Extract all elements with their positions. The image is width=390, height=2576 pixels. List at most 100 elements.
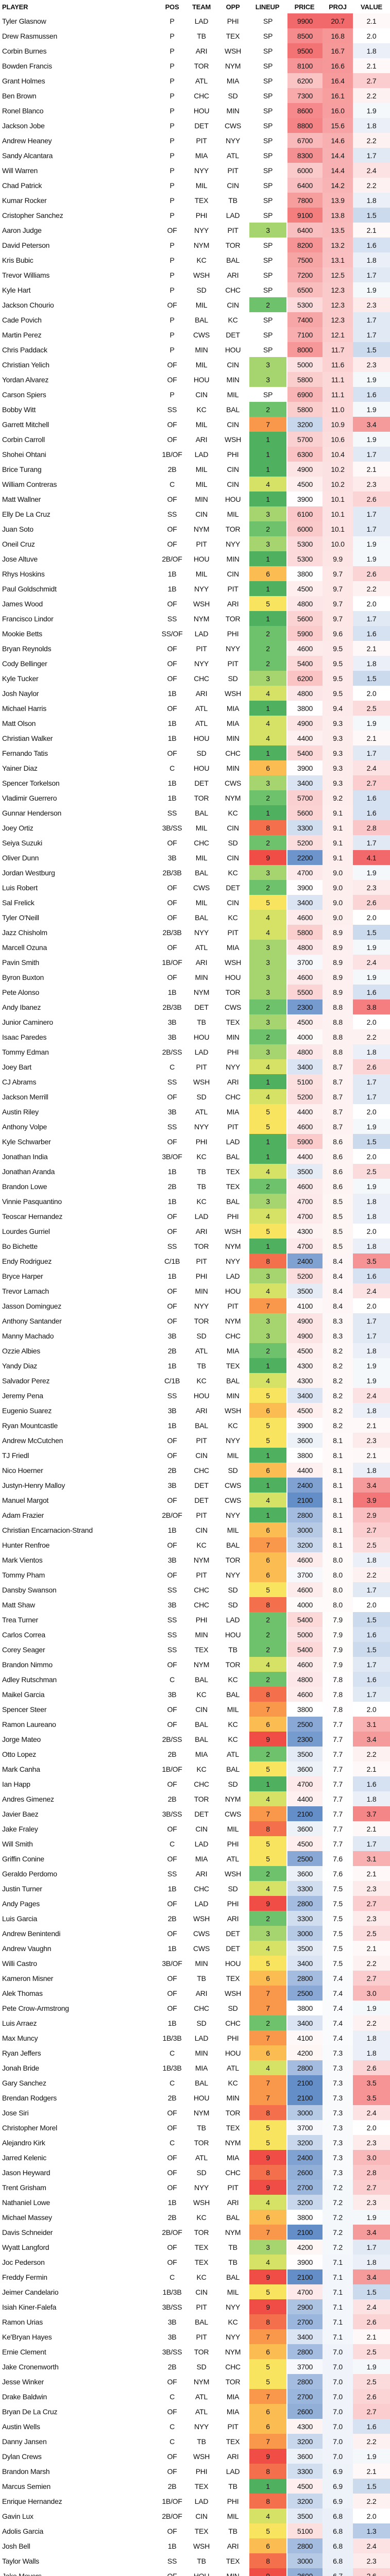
- table-row[interactable]: Pete Crow-Armstrong OF CHC SD 7 3800 7.4 1.9: [0, 2001, 390, 2015]
- table-row[interactable]: Justin Turner 1B CHC SD 4 3300 7.5 2.3: [0, 1881, 390, 1896]
- table-row[interactable]: Christopher Morel OF TB TEX 5 3700 7.3 2.0: [0, 2120, 390, 2135]
- table-row[interactable]: Tommy Pham OF PIT NYY 6 3700 8.0 2.2: [0, 1567, 390, 1582]
- table-row[interactable]: Freddy Fermin C KC BAL 9 2100 7.1 3.4: [0, 2269, 390, 2284]
- table-row[interactable]: Alejandro Kirk C TOR NYM 5 3200 7.3 2.3: [0, 2135, 390, 2150]
- table-row[interactable]: Maikel Garcia 3B KC BAL 8 4600 7.8 1.7: [0, 1687, 390, 1702]
- table-row[interactable]: Justyn-Henry Malloy 3B DET CWS 1 2400 8.1 3.4: [0, 1478, 390, 1493]
- table-row[interactable]: Tommy Edman 2B/SS LAD PHI 3 4800 8.8 1.8: [0, 1044, 390, 1059]
- table-row[interactable]: Luis Robert OF CWS DET 2 3900 9.0 2.3: [0, 880, 390, 895]
- column-header-pos[interactable]: POS: [165, 3, 179, 11]
- table-row[interactable]: Fernando Tatis OF SD CHC 1 5400 9.3 1.7: [0, 745, 390, 760]
- table-row[interactable]: Jonathan Aranda 1B TB TEX 4 3500 8.6 2.5: [0, 1164, 390, 1179]
- table-row[interactable]: Brandon Nimmo OF NYM TOR 4 4600 7.9 1.7: [0, 1657, 390, 1672]
- table-row[interactable]: Gavin Lux 2B/OF CIN MIL 4 3500 6.8 2.0: [0, 2509, 390, 2523]
- table-row[interactable]: William Contreras C MIL CIN 4 4500 10.2 2.3: [0, 477, 390, 492]
- table-row[interactable]: Gunnar Henderson SS BAL KC 1 5600 9.1 1.6: [0, 805, 390, 820]
- table-row[interactable]: Kris Bubic P KC BAL SP 7500 13.1 1.8: [0, 252, 390, 267]
- table-row[interactable]: Austin Riley 3B ATL MIA 5 4400 8.7 2.0: [0, 1104, 390, 1119]
- table-row[interactable]: Vladimir Guerrero 1B TOR NYM 2 5700 9.2 1.6: [0, 790, 390, 805]
- table-row[interactable]: Matt Olson 1B ATL MIA 4 4900 9.3 1.9: [0, 716, 390, 731]
- table-row[interactable]: Ronel Blanco P HOU MIN SP 8600 16.0 1.9: [0, 103, 390, 118]
- table-row[interactable]: Cody Bellinger OF NYY PIT 2 5400 9.5 1.8: [0, 656, 390, 671]
- table-row[interactable]: Corbin Carroll OF ARI WSH 1 5700 10.6 1.9: [0, 432, 390, 447]
- table-row[interactable]: Kyle Tucker OF CHC SD 3 6200 9.5 1.5: [0, 671, 390, 686]
- table-row[interactable]: Adley Rutschman C BAL KC 2 4800 7.8 1.6: [0, 1672, 390, 1687]
- table-row[interactable]: Carson Spiers P CIN MIL SP 6900 11.1 1.6: [0, 387, 390, 402]
- table-row[interactable]: Jorge Mateo 2B/SS BAL KC 9 2300 7.7 3.4: [0, 1732, 390, 1747]
- table-row[interactable]: Chris Paddack P MIN HOU SP 8000 11.7 1.5: [0, 342, 390, 357]
- table-row[interactable]: Enrique Hernandez 1B/OF LAD PHI 8 3200 6.9 2.2: [0, 2494, 390, 2509]
- table-row[interactable]: Jose Altuve 2B/OF HOU MIN 1 5300 9.9 1.9: [0, 551, 390, 566]
- column-header-player[interactable]: PLAYER: [2, 3, 28, 11]
- table-row[interactable]: Martin Perez P CWS DET SP 7100 12.1 1.7: [0, 327, 390, 342]
- table-row[interactable]: Sandy Alcantara P MIA ATL SP 8300 14.4 1.7: [0, 148, 390, 163]
- table-row[interactable]: Adam Frazier 2B/OF PIT NYY 1 2800 8.1 2.9: [0, 1507, 390, 1522]
- table-row[interactable]: Griffin Conine OF MIA ATL 5 2500 7.6 3.1: [0, 1851, 390, 1866]
- table-row[interactable]: Jonah Bride 1B/3B MIA ATL 4 2800 7.3 2.6: [0, 2060, 390, 2075]
- table-row[interactable]: Bo Bichette SS TOR NYM 1 4700 8.5 1.8: [0, 1239, 390, 1253]
- table-row[interactable]: Garrett Mitchell OF MIL CIN 7 3200 10.9 3.4: [0, 417, 390, 432]
- table-row[interactable]: Christian Yelich OF MIL CIN 3 5000 11.6 2.3: [0, 357, 390, 372]
- table-row[interactable]: Nico Hoerner 2B CHC SD 6 4400 8.1 1.8: [0, 1463, 390, 1478]
- table-row[interactable]: Jazz Chisholm 2B/3B NYY PIT 4 5800 8.9 1.5: [0, 925, 390, 940]
- table-row[interactable]: Chad Patrick P MIL CIN SP 6400 14.2 2.2: [0, 178, 390, 193]
- table-row[interactable]: Matt Wallner OF MIN HOU 1 3900 10.1 2.6: [0, 492, 390, 506]
- table-row[interactable]: Jake Meyers OF HOU MIN 9 2600 6.7 2.6: [0, 2568, 390, 2576]
- table-row[interactable]: Trent Grisham OF NYY PIT 9 2700 7.2 2.7: [0, 2180, 390, 2195]
- table-row[interactable]: Elly De La Cruz SS CIN MIL 3 6100 10.1 1.7: [0, 506, 390, 521]
- table-row[interactable]: Trevor Williams P WSH ARI SP 7200 12.5 1.7: [0, 267, 390, 282]
- table-row[interactable]: Spencer Torkelson 1B DET CWS 3 3400 9.3 2.7: [0, 775, 390, 790]
- table-row[interactable]: Willi Castro 3B/OF MIN HOU 5 3400 7.5 2.2: [0, 1956, 390, 1971]
- table-row[interactable]: Jackson Jobe P DET CWS SP 8800 15.6 1.8: [0, 118, 390, 133]
- table-row[interactable]: Isaac Paredes 3B HOU MIN 2 4000 8.8 2.2: [0, 1029, 390, 1044]
- table-row[interactable]: Alek Thomas OF ARI WSH 7 2500 7.4 3.0: [0, 1986, 390, 2001]
- table-row[interactable]: Ryan Mountcastle 1B BAL KC 5 3900 8.2 2.1: [0, 1418, 390, 1433]
- table-row[interactable]: Carlos Correa SS MIN HOU 2 5000 7.9 1.6: [0, 1627, 390, 1642]
- table-row[interactable]: James Wood OF WSH ARI 5 4800 9.7 2.0: [0, 596, 390, 611]
- table-row[interactable]: Paul Goldschmidt 1B NYY PIT 1 4500 9.7 2.2: [0, 581, 390, 596]
- table-row[interactable]: Kyle Hart P SD CHC SP 6500 12.3 1.9: [0, 282, 390, 297]
- table-row[interactable]: Trevor Larnach OF MIN HOU 4 3500 8.4 2.4: [0, 1283, 390, 1298]
- table-row[interactable]: Isiah Kiner-Falefa 3B/SS PIT NYY 9 2900 7.1 2.4: [0, 2299, 390, 2314]
- table-row[interactable]: Luis Garcia 2B WSH ARI 2 3300 7.5 2.3: [0, 1911, 390, 1926]
- table-row[interactable]: Matt Shaw 3B CHC SD 8 4000 8.0 2.0: [0, 1597, 390, 1612]
- table-row[interactable]: Wyatt Langford OF TEX TB 3 4200 7.2 1.7: [0, 2240, 390, 2255]
- table-row[interactable]: Davis Schneider 2B/OF TOR NYM 7 2100 7.2 3.4: [0, 2225, 390, 2240]
- column-header-team[interactable]: TEAM: [192, 3, 211, 11]
- table-row[interactable]: Andrew McCutchen OF PIT NYY 5 3600 8.1 2.3: [0, 1433, 390, 1448]
- table-row[interactable]: Ke'Bryan Hayes 3B PIT NYY 7 3400 7.1 2.1: [0, 2329, 390, 2344]
- table-row[interactable]: Jarred Kelenic OF ATL MIA 9 2400 7.3 3.0: [0, 2150, 390, 2165]
- table-row[interactable]: Joey Bart C PIT NYY 4 3400 8.7 2.6: [0, 1059, 390, 1074]
- table-row[interactable]: Andres Gimenez 2B TOR NYM 4 4400 7.7 1.8: [0, 1791, 390, 1806]
- table-row[interactable]: Eugenio Suarez 3B ARI WSH 6 4500 8.2 1.8: [0, 1403, 390, 1418]
- table-row[interactable]: Ramon Laureano OF BAL KC 6 2500 7.7 3.1: [0, 1717, 390, 1732]
- table-row[interactable]: Jeremy Pena SS HOU MIN 5 3400 8.2 2.4: [0, 1388, 390, 1403]
- table-row[interactable]: Mookie Betts SS/OF LAD PHI 2 5900 9.6 1.6: [0, 626, 390, 641]
- table-row[interactable]: Dansby Swanson SS CHC SD 5 4600 8.0 1.7: [0, 1582, 390, 1597]
- table-row[interactable]: Brandon Marsh OF PHI LAD 8 3300 6.9 2.1: [0, 2464, 390, 2479]
- table-row[interactable]: Jesse Winker OF NYM TOR 5 2800 7.0 2.5: [0, 2374, 390, 2389]
- table-row[interactable]: Kameron Misner OF TB TEX 6 2800 7.4 2.7: [0, 1971, 390, 1986]
- table-row[interactable]: Javier Baez 3B/SS DET CWS 7 2100 7.7 3.7: [0, 1806, 390, 1821]
- table-row[interactable]: Christian Encarnacion-Strand 1B CIN MIL 6 300…: [0, 1522, 390, 1537]
- table-row[interactable]: Anthony Santander OF TOR NYM 3 4900 8.3 1.7: [0, 1313, 390, 1328]
- table-row[interactable]: Kumar Rocker P TEX TB SP 7800 13.9 1.8: [0, 193, 390, 208]
- table-row[interactable]: Juan Soto OF NYM TOR 2 6000 10.1 1.7: [0, 521, 390, 536]
- column-header-proj[interactable]: PROJ: [329, 3, 347, 11]
- table-row[interactable]: Ben Brown P CHC SD SP 7300 16.1 2.2: [0, 88, 390, 103]
- table-row[interactable]: Will Warren P NYY PIT SP 6000 14.4 2.4: [0, 163, 390, 178]
- table-row[interactable]: Drake Baldwin C ATL MIA 7 2700 7.0 2.6: [0, 2389, 390, 2404]
- table-row[interactable]: Spencer Steer OF CIN MIL 7 3800 7.8 2.0: [0, 1702, 390, 1717]
- table-row[interactable]: Manny Machado 3B SD CHC 3 4900 8.3 1.7: [0, 1328, 390, 1343]
- table-row[interactable]: Joc Pederson OF TEX TB 4 3900 7.1 1.8: [0, 2255, 390, 2269]
- table-row[interactable]: Mark Canha 1B/OF KC BAL 5 3600 7.7 2.1: [0, 1761, 390, 1776]
- table-row[interactable]: Corbin Burnes P ARI WSH SP 9500 16.7 1.8: [0, 43, 390, 58]
- table-row[interactable]: Lourdes Gurriel OF ARI WSH 5 4300 8.5 2.0: [0, 1224, 390, 1239]
- table-row[interactable]: Drew Rasmussen P TB TEX SP 8500 16.8 2.0: [0, 28, 390, 43]
- table-row[interactable]: Luis Arraez 1B SD CHC 2 3400 7.4 2.2: [0, 2015, 390, 2030]
- table-row[interactable]: Vinnie Pasquantino 1B KC BAL 3 4700 8.5 1.8: [0, 1194, 390, 1209]
- table-row[interactable]: Jordan Westburg 2B/3B BAL KC 3 4700 9.0 1.9: [0, 865, 390, 880]
- table-row[interactable]: Ian Happ OF CHC SD 1 4700 7.7 1.6: [0, 1776, 390, 1791]
- table-row[interactable]: Tyler O'Neill OF BAL KC 4 4600 9.0 2.0: [0, 910, 390, 925]
- table-row[interactable]: Ernie Clement 3B/SS TOR NYM 6 2800 7.0 2.5: [0, 2344, 390, 2359]
